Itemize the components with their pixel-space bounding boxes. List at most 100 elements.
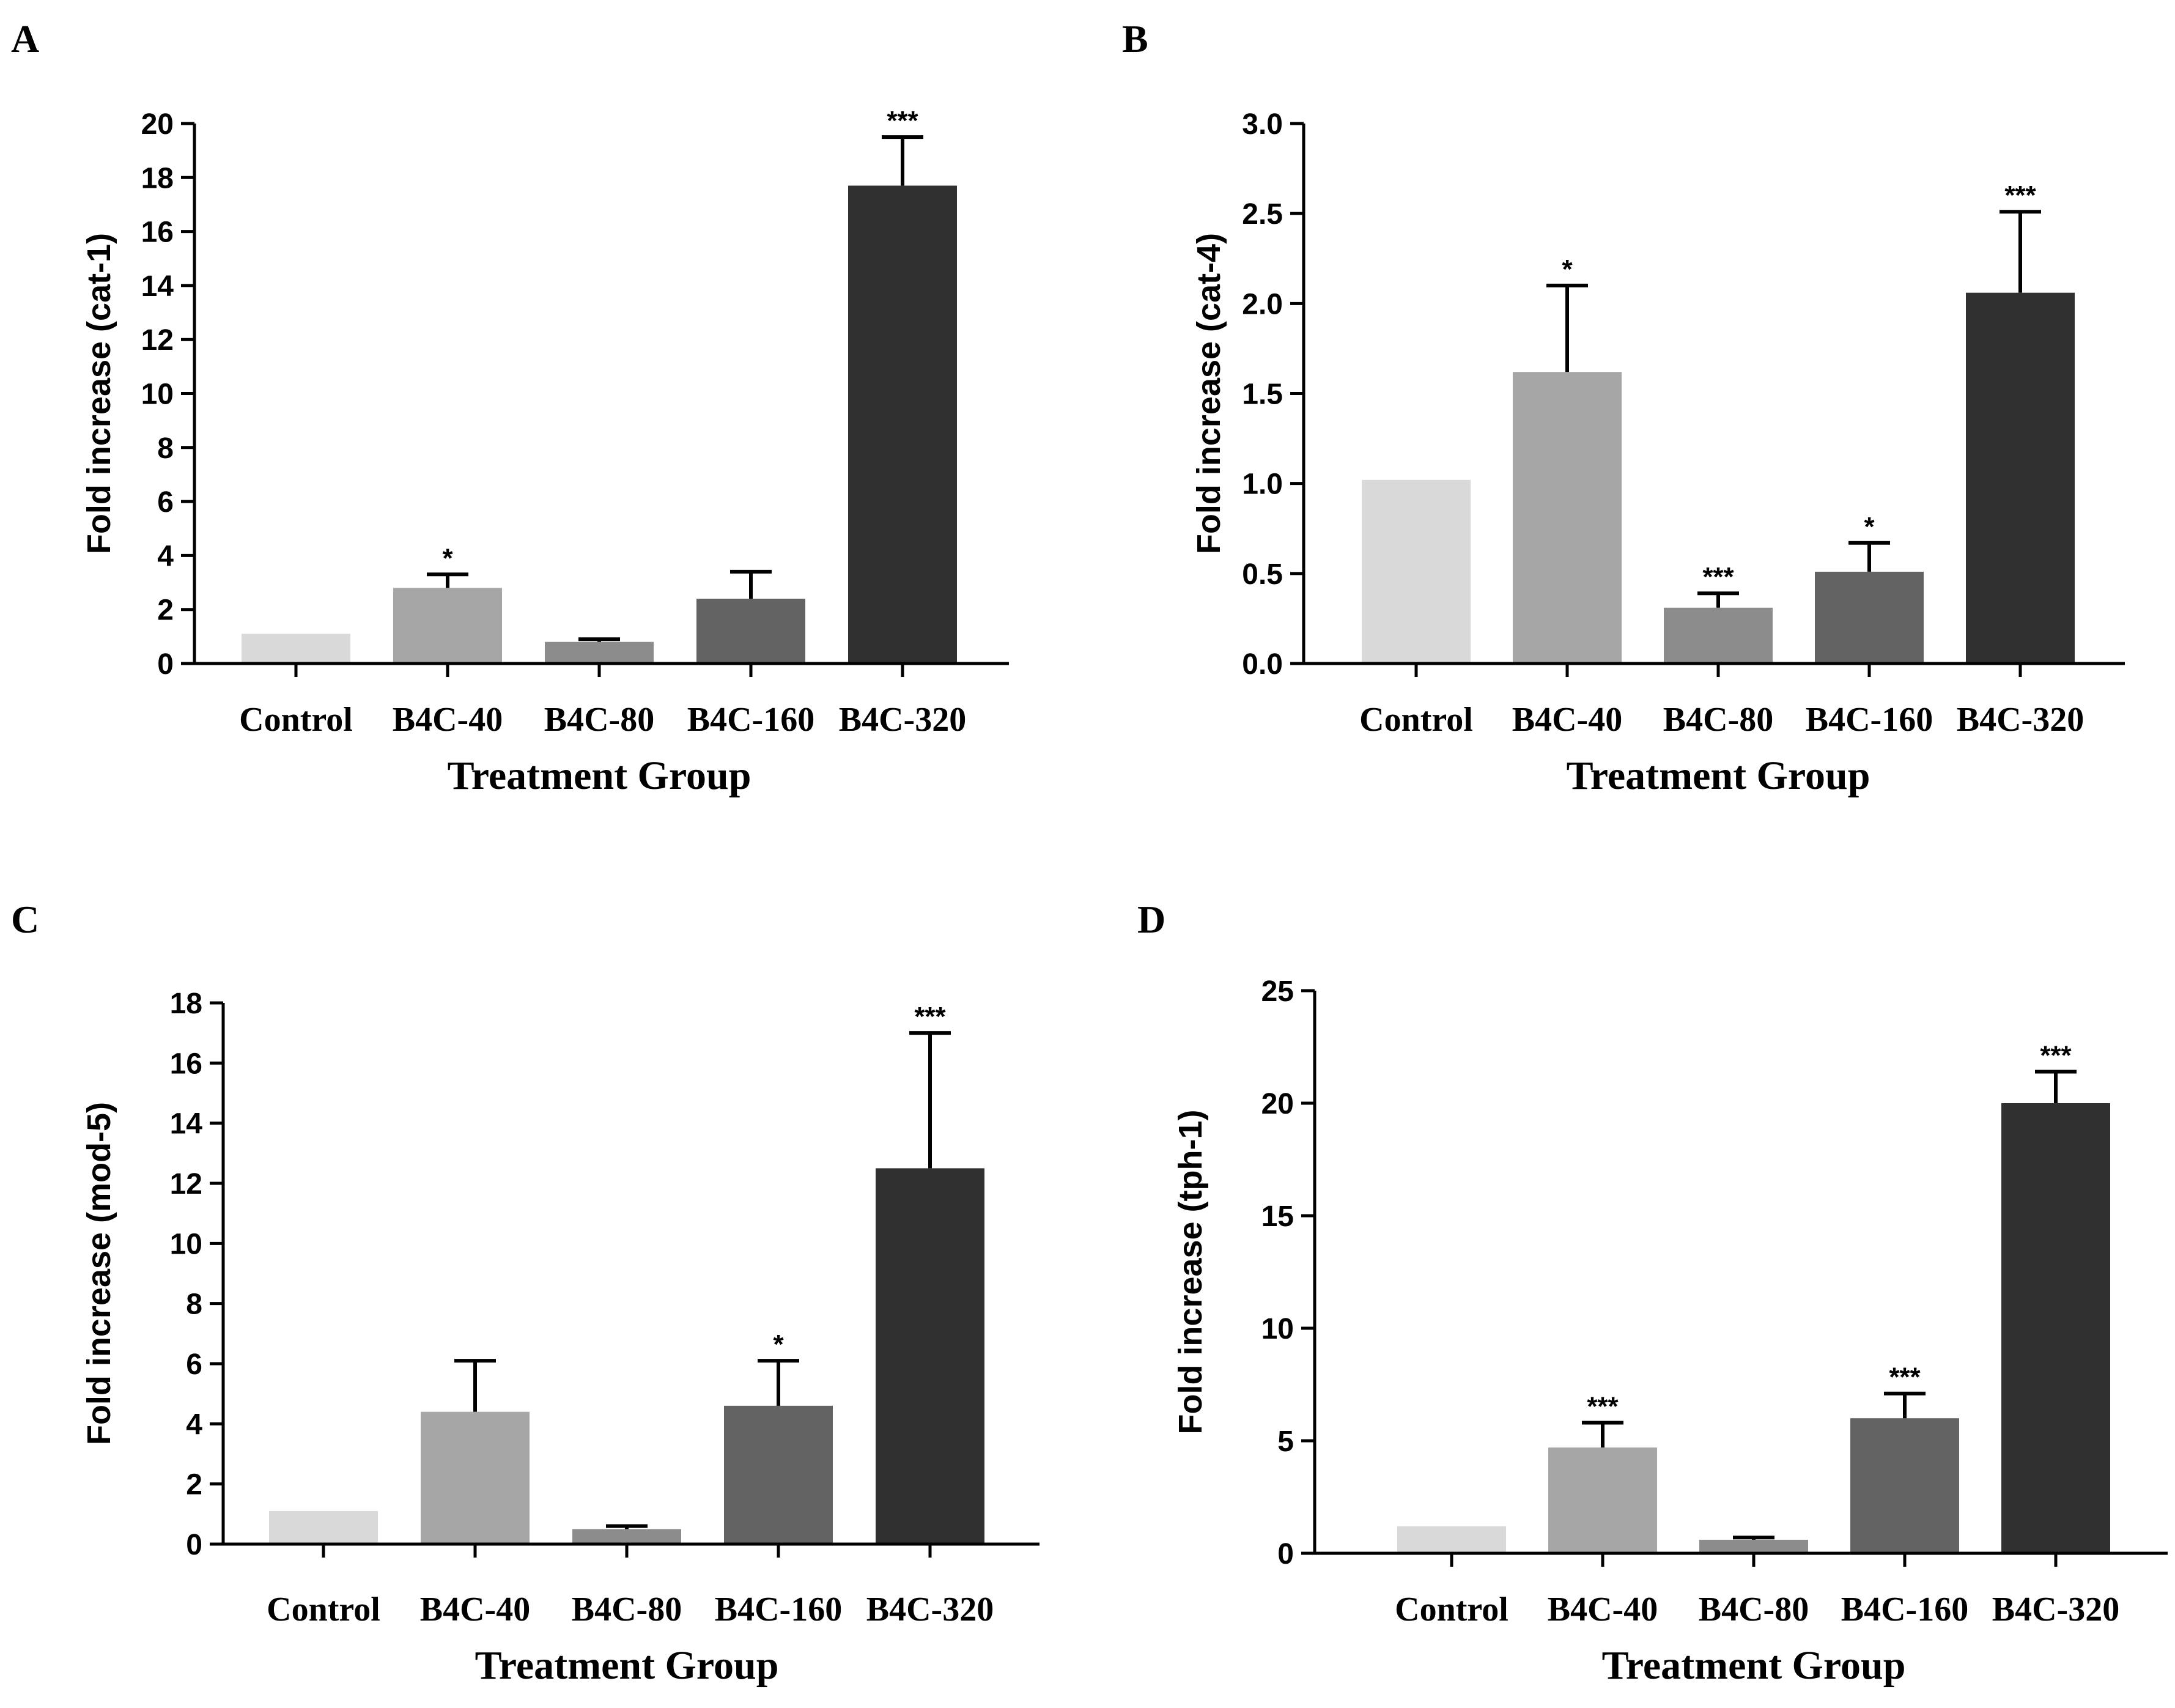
y-tick-label: 16 — [141, 216, 174, 249]
x-tick-label: B4C-80 — [1699, 1591, 1809, 1629]
bar-b4c-160 — [1850, 1418, 1959, 1553]
error-bar-b4c-40 — [1582, 1421, 1623, 1448]
bar-b4c-80 — [572, 1529, 681, 1544]
bar-b4c-320 — [1966, 292, 2075, 664]
x-tick-label: B4C-320 — [1992, 1591, 2119, 1629]
x-tick-label: B4C-40 — [1512, 701, 1622, 739]
bar-b4c-320 — [848, 185, 957, 664]
y-tick-label: 12 — [141, 324, 174, 357]
error-bar-b4c-320 — [909, 1031, 951, 1169]
error-bar-b4c-160 — [1884, 1391, 1926, 1419]
y-tick-label: 2.5 — [1242, 198, 1283, 231]
y-axis-title: Fold increase (cat-4) — [1191, 233, 1227, 554]
y-tick-label: 0 — [186, 1529, 202, 1561]
error-bar-b4c-80 — [578, 637, 620, 642]
y-tick-label: 18 — [141, 162, 174, 194]
y-tick-label: 4 — [157, 540, 174, 572]
y-tick-label: 3.0 — [1242, 108, 1283, 141]
y-tick-label: 14 — [170, 1108, 203, 1141]
x-tick-label: B4C-160 — [687, 701, 814, 739]
x-tick-label: B4C-80 — [572, 1591, 682, 1629]
bar-b4c-320 — [2001, 1103, 2110, 1553]
y-tick-label: 16 — [170, 1048, 202, 1080]
x-tick-label: B4C-160 — [1841, 1591, 1968, 1629]
y-tick-label: 1.0 — [1242, 468, 1283, 501]
error-bar-b4c-320 — [2000, 210, 2041, 293]
x-tick-label: B4C-320 — [866, 1591, 994, 1629]
x-axis-title: Treatment Group — [448, 753, 751, 798]
bar-b4c-80 — [1699, 1539, 1808, 1553]
y-tick-label: 12 — [170, 1168, 202, 1200]
y-tick-label: 14 — [141, 270, 174, 303]
significance-marker: *** — [1587, 1392, 1619, 1422]
error-bar-b4c-320 — [2035, 1070, 2077, 1103]
bar-b4c-40 — [421, 1411, 530, 1544]
error-bar-b4c-80 — [606, 1524, 648, 1529]
y-tick-label: 5 — [1277, 1425, 1294, 1458]
x-tick-label: Control — [1395, 1591, 1508, 1629]
significance-marker: *** — [2004, 180, 2036, 210]
x-tick-label: Control — [1359, 701, 1473, 739]
bar-b4c-80 — [1664, 607, 1773, 664]
x-tick-label: B4C-80 — [544, 701, 654, 739]
x-axis-title: Treatment Group — [1602, 1643, 1906, 1688]
y-tick-label: 2.0 — [1242, 288, 1283, 320]
significance-marker: *** — [1889, 1362, 1921, 1392]
x-tick-label: B4C-80 — [1663, 701, 1773, 739]
bar-b4c-80 — [545, 641, 654, 664]
y-tick-label: 6 — [157, 486, 174, 519]
error-bar-b4c-40 — [1546, 283, 1588, 372]
bar-control — [1397, 1526, 1506, 1553]
panel-d: D *** *** *** 0 5 10 15 20 25 Control B4C-40 B4C-80 B… — [1137, 898, 2168, 1688]
error-bar-b4c-80 — [1697, 591, 1739, 608]
y-tick-label: 20 — [1261, 1088, 1294, 1120]
y-tick-label: 6 — [186, 1348, 202, 1381]
x-tick-label: Control — [239, 701, 353, 739]
x-tick-label: Control — [267, 1591, 380, 1629]
bar-b4c-40 — [393, 588, 502, 664]
significance-marker: * — [1562, 254, 1573, 284]
y-tick-label: 10 — [141, 379, 174, 411]
significance-marker: *** — [914, 1002, 946, 1032]
x-axis-title: Treatment Group — [1567, 753, 1870, 798]
x-tick-label: B4C-40 — [1548, 1591, 1658, 1629]
error-bar-b4c-40 — [454, 1359, 496, 1412]
x-tick-label: B4C-160 — [1806, 701, 1933, 739]
y-tick-label: 10 — [170, 1228, 202, 1260]
significance-marker: *** — [2040, 1040, 2072, 1070]
x-tick-label: B4C-320 — [839, 701, 966, 739]
y-tick-label: 0.5 — [1242, 558, 1283, 591]
significance-marker: * — [1864, 512, 1875, 542]
y-tick-label: 0.0 — [1242, 648, 1283, 681]
y-tick-label: 8 — [186, 1288, 202, 1321]
x-axis-title: Treatment Group — [475, 1643, 779, 1688]
bar-b4c-40 — [1548, 1447, 1657, 1553]
y-tick-label: 0 — [1277, 1538, 1294, 1570]
significance-marker: * — [442, 543, 453, 573]
bar-b4c-160 — [724, 1405, 833, 1544]
bar-b4c-40 — [1513, 372, 1622, 664]
x-tick-label: B4C-40 — [420, 1591, 530, 1629]
x-tick-label: B4C-40 — [393, 701, 503, 739]
y-tick-label: 15 — [1261, 1200, 1294, 1233]
y-tick-label: 2 — [186, 1469, 202, 1501]
y-tick-label: 10 — [1261, 1313, 1294, 1345]
error-bar-b4c-40 — [427, 572, 468, 588]
bar-b4c-320 — [876, 1168, 984, 1544]
panel-letter: B — [1122, 17, 1148, 61]
panel-letter: A — [11, 17, 39, 61]
error-bar-b4c-80 — [1733, 1536, 1774, 1540]
bar-control — [1362, 479, 1471, 664]
significance-marker: *** — [1702, 562, 1734, 592]
error-bar-b4c-160 — [1848, 541, 1890, 572]
error-bar-b4c-320 — [882, 135, 923, 186]
error-bar-b4c-160 — [758, 1359, 799, 1406]
bar-b4c-160 — [1815, 571, 1924, 664]
y-tick-label: 8 — [157, 432, 174, 465]
bar-control — [269, 1510, 378, 1544]
